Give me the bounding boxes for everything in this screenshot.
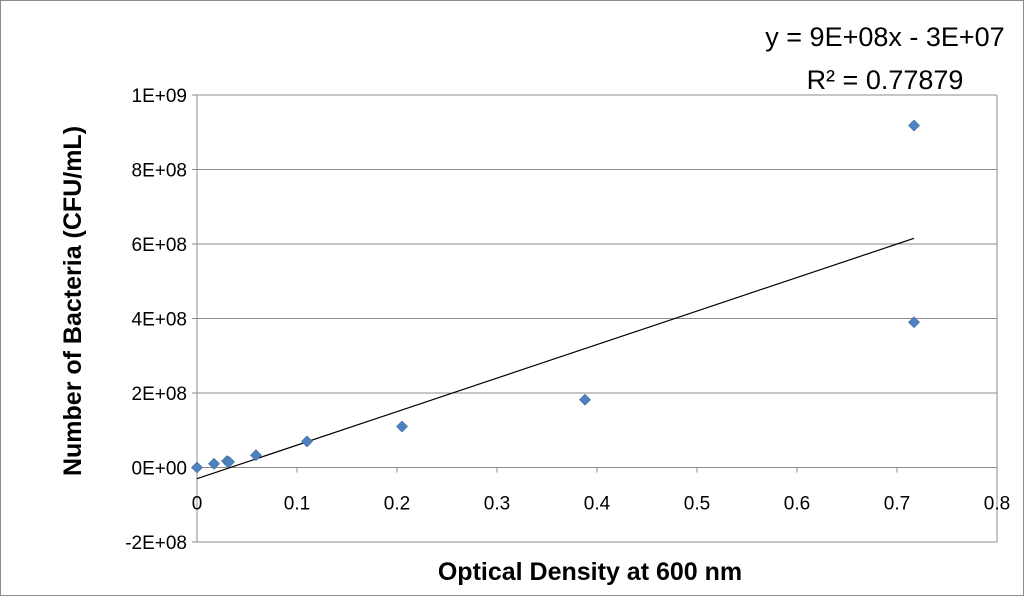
data-point: [396, 420, 408, 433]
data-point: [579, 393, 591, 406]
y-tick-label: 4E+08: [132, 310, 187, 331]
x-tick-label: 0.5: [684, 494, 710, 515]
data-point: [191, 461, 203, 474]
y-tick-label: 2E+08: [132, 384, 187, 405]
x-tick-label: 0.3: [484, 494, 510, 515]
x-tick-label: 0.7: [884, 494, 910, 515]
trendline: [196, 237, 915, 480]
x-axis-title: Optical Density at 600 nm: [438, 558, 742, 586]
gridlines: [197, 94, 997, 543]
x-tick-label: 0.1: [284, 494, 310, 515]
x-tick-label: 0.8: [984, 494, 1010, 515]
y-tick-label: 8E+08: [132, 161, 187, 182]
x-tick-label: 0.4: [584, 494, 611, 515]
data-point: [250, 449, 262, 462]
y-tick-label: 0E+00: [132, 459, 187, 480]
data-point: [908, 119, 920, 132]
x-tick-label: 0.6: [784, 494, 810, 515]
data-point: [908, 316, 920, 329]
y-tick-label: -2E+08: [125, 533, 187, 554]
data-point: [301, 435, 313, 448]
x-tick-label: 0.2: [384, 494, 410, 515]
y-tick-label: 6E+08: [132, 235, 187, 256]
y-tick-label: 1E+09: [132, 86, 187, 107]
trendline-layer: [196, 237, 915, 480]
trendline-r-squared: R² = 0.77879: [807, 65, 964, 95]
data-point: [208, 457, 220, 470]
data-points: [191, 119, 920, 474]
trendline-equation: y = 9E+08x - 3E+07: [765, 22, 1004, 52]
data-point: [223, 455, 235, 468]
y-axis-title: Number of Bacteria (CFU/mL): [59, 126, 87, 476]
x-tick-label: 0: [192, 494, 203, 515]
tick-labels: -2E+08 0E+00 2E+08 4E+08 6E+08 8E+08 1E+09 0 0.1…: [125, 86, 1010, 554]
